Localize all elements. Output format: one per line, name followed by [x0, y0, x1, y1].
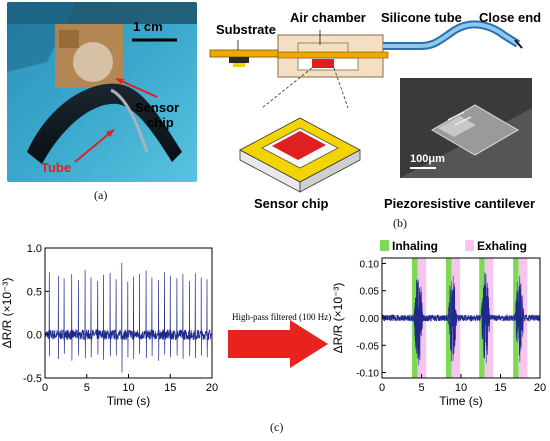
plot-frame [44, 247, 213, 379]
filtered-signal-line [381, 272, 541, 366]
x-tick-label: 0 [42, 382, 48, 394]
label-substrate: Substrate [216, 22, 276, 37]
y-tick-label: 0.5 [27, 286, 42, 298]
inhaling-band [445, 258, 452, 378]
x-tick-label: 15 [164, 382, 176, 394]
tube-label: Tube [41, 160, 72, 175]
caption-b: (b) [393, 216, 407, 230]
caption-a: (a) [94, 188, 108, 202]
raw-signal-line [44, 262, 213, 373]
y-tick-label: -0.5 [23, 373, 42, 385]
y-tick-label: 0.05 [360, 287, 380, 298]
x-axis-label: Time (s) [107, 394, 151, 408]
scale-label: 1 cm [133, 19, 163, 34]
chart-raw-signal: 0 5 10 15 20 -0.5 0.0 0.5 1.0 Time (s) ΔR/R (×10⁻³… [0, 243, 218, 408]
label-close-end: Close end [479, 10, 542, 25]
x-tick-label: 20 [534, 382, 546, 394]
y-tick-label: 0.0 [27, 330, 42, 342]
nose-pad [27, 83, 182, 164]
y-tick-label: 0.00 [360, 314, 380, 325]
x-tick-label: 15 [494, 382, 506, 394]
panel-b-schematic [209, 20, 532, 193]
x-tick-label: 10 [455, 382, 467, 394]
y-tick-label: 1.0 [27, 243, 42, 255]
legend-swatch-exhaling [465, 240, 474, 251]
sensor-chip-label-line2: chip [147, 115, 174, 130]
x-tick-label: 5 [84, 382, 90, 394]
sem-image [400, 78, 532, 178]
legend-label-exhaling: Exhaling [477, 239, 527, 253]
x-tick-label: 10 [122, 382, 134, 394]
label-cantilever: Piezoresistive cantilever [384, 196, 536, 211]
x-axis-label: Time (s) [439, 394, 483, 408]
sensor-chip-label-line1: Sensor [135, 100, 180, 115]
y-axis-label: ΔR/R (×10⁻³) [331, 283, 345, 354]
sem-scale-label: 100μm [410, 153, 445, 165]
legend-label-inhaling: Inhaling [392, 239, 438, 253]
filter-label: High-pass filtered (100 Hz) [232, 312, 332, 322]
x-tick-label: 5 [418, 382, 424, 394]
glasses-photo [7, 2, 197, 182]
chart-filtered-signal: Inhaling Exhaling 0 5 10 15 20 0.10 0.05 0.00 -0.0… [331, 239, 546, 408]
label-air-chamber: Air chamber [290, 10, 366, 25]
label-sensor-chip: Sensor chip [254, 196, 329, 211]
label-silicone-tube: Silicone tube [381, 10, 462, 25]
panel-a-photo: 1 cm Sensor chip Tube [7, 2, 197, 182]
tube-photo [110, 88, 149, 153]
legend-swatch-inhaling [380, 240, 389, 251]
x-tick-label: 20 [206, 382, 218, 394]
y-axis-label: ΔR/R (×10⁻³) [0, 278, 14, 349]
caption-c: (c) [270, 420, 284, 434]
x-tick-label: 0 [379, 382, 385, 394]
y-tick-label: -0.05 [356, 341, 379, 352]
filter-arrow [228, 320, 328, 368]
y-tick-label: 0.10 [360, 259, 380, 270]
y-tick-label: -0.10 [356, 369, 379, 380]
sensor-chip-iso [239, 117, 361, 193]
